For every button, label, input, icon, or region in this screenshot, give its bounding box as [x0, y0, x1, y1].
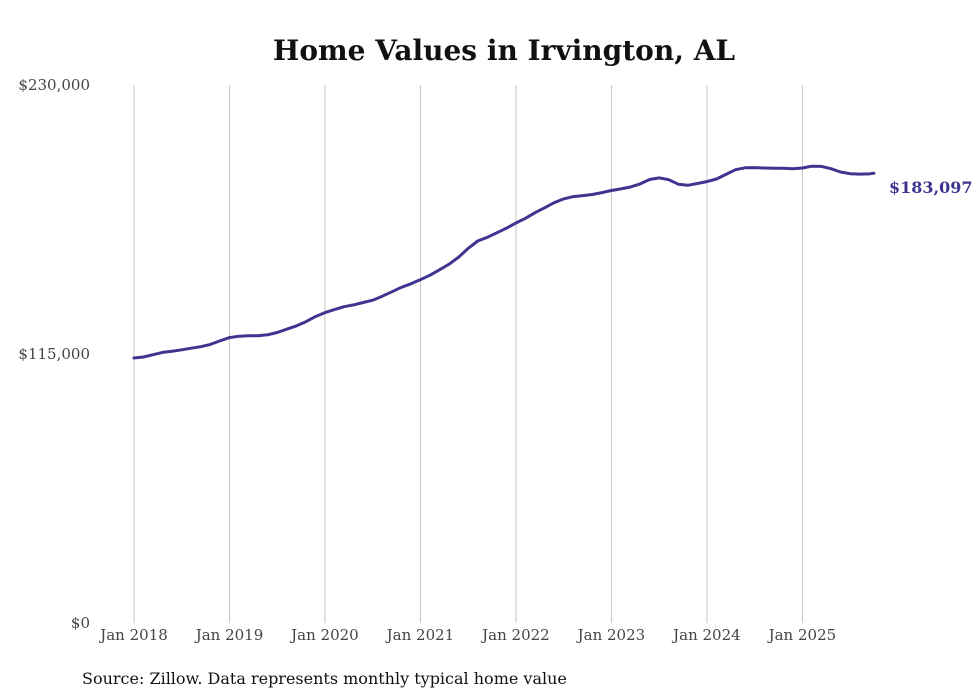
y-tick-label: $230,000: [18, 76, 90, 94]
x-axis-tick-labels: Jan 2018 Jan 2019 Jan 2020 Jan 2021 Jan 2022…: [98, 626, 836, 644]
y-axis-tick-labels: $0 $115,000 $230,000: [18, 76, 90, 632]
x-tick-label: Jan 2021: [385, 626, 455, 644]
x-tick-label: Jan 2022: [480, 626, 550, 644]
series-layer: [132, 164, 876, 360]
x-tick-label: Jan 2025: [767, 626, 837, 644]
x-tick-label: Jan 2023: [576, 626, 646, 644]
x-tick-label: Jan 2019: [194, 626, 264, 644]
x-tick-label: Jan 2024: [671, 626, 741, 644]
y-tick-label: $115,000: [18, 345, 90, 363]
y-tick-label: $0: [71, 614, 90, 632]
x-tick-label: Jan 2020: [289, 626, 359, 644]
vertical-gridlines: [133, 85, 803, 623]
source-note: Source: Zillow. Data represents monthly …: [82, 669, 567, 688]
end-value-label: $183,097: [889, 178, 973, 197]
chart-title: Home Values in Irvington, AL: [273, 34, 736, 67]
x-tick-label: Jan 2018: [98, 626, 168, 644]
series-line-home-value: [132, 164, 876, 360]
